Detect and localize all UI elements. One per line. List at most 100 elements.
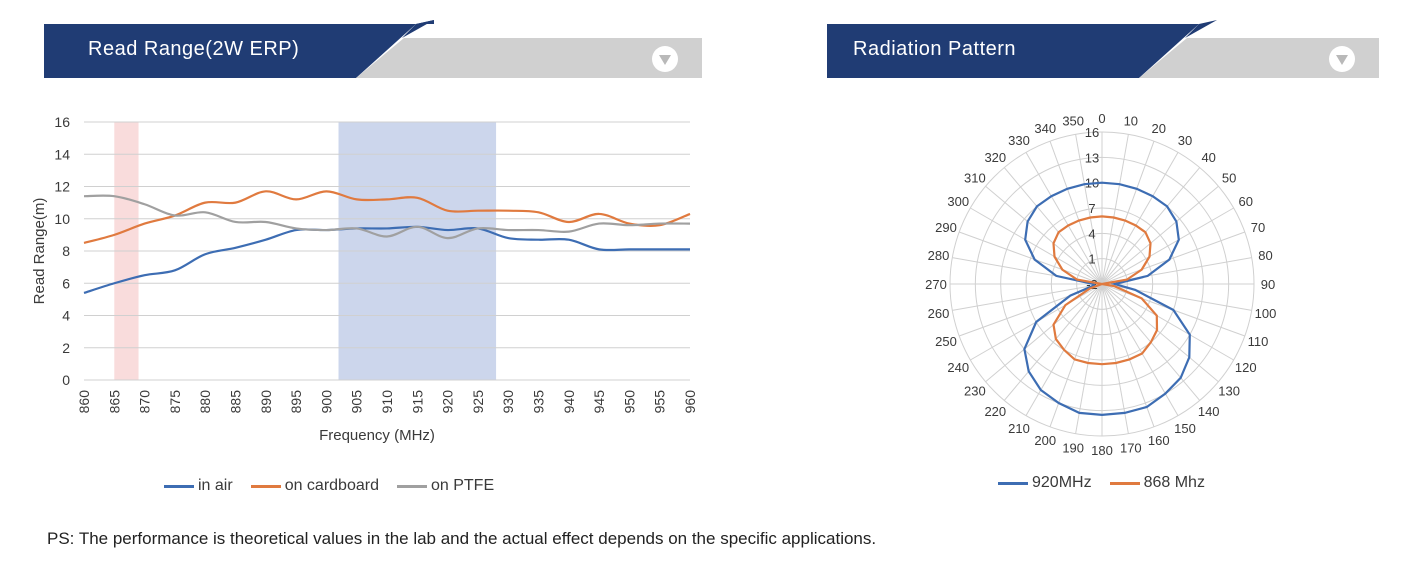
x-tick-label: 955 <box>652 390 668 414</box>
read-range-legend: in air on cardboard on PTFE <box>164 477 494 495</box>
x-tick-label: 930 <box>500 390 516 414</box>
legend-item: 868 Mhz <box>1109 474 1205 492</box>
legend-item: on cardboard <box>250 477 379 495</box>
angle-tick-label: 30 <box>1178 133 1192 148</box>
series-line-on-PTFE <box>83 194 691 240</box>
x-tick-label: 895 <box>288 390 304 414</box>
y-tick-label: 6 <box>62 275 70 291</box>
legend-label: 868 Mhz <box>1143 474 1205 491</box>
angle-tick-label: 260 <box>928 306 950 321</box>
spoke <box>1101 283 1219 383</box>
angle-tick-label: 170 <box>1120 440 1142 455</box>
x-tick-label: 950 <box>621 390 637 414</box>
x-tick-label: 885 <box>228 390 244 414</box>
angle-tick-label: 10 <box>1124 114 1138 129</box>
spoke <box>1049 140 1103 285</box>
radiation-title: Radiation Pattern <box>853 38 1017 60</box>
spoke <box>958 231 1103 285</box>
spoke <box>1101 152 1179 285</box>
radial-tick-label: 4 <box>1088 226 1095 241</box>
angle-tick-label: 270 <box>925 277 947 292</box>
angle-tick-label: 80 <box>1258 248 1272 263</box>
y-tick-label: 10 <box>54 211 70 227</box>
legend-item: in air <box>164 477 233 495</box>
spoke <box>1101 140 1155 285</box>
y-tick-label: 0 <box>62 372 70 388</box>
radiation-legend: 920MHz 868 Mhz <box>998 474 1205 492</box>
angle-tick-label: 90 <box>1261 277 1275 292</box>
y-tick-label: 4 <box>62 308 70 324</box>
y-tick-label: 8 <box>62 243 70 259</box>
spoke <box>985 185 1103 285</box>
angle-tick-label: 250 <box>935 334 957 349</box>
legend-swatch <box>396 484 427 488</box>
spoke <box>1101 167 1201 285</box>
angle-tick-label: 130 <box>1218 384 1240 399</box>
x-tick-label: 945 <box>591 390 607 414</box>
read-range-chart: 0 2 4 6 8 10 12 14 16 860 865 870 875 880 885 890 895 900… <box>31 114 698 444</box>
spoke <box>1003 283 1103 401</box>
chevron-down-icon[interactable] <box>652 46 678 72</box>
spoke <box>970 207 1103 285</box>
angle-tick-label: 150 <box>1174 421 1196 436</box>
angle-tick-label: 350 <box>1062 114 1084 129</box>
legend-item: 920MHz <box>998 474 1092 492</box>
x-tick-label: 915 <box>409 390 425 414</box>
angle-tick-label: 190 <box>1062 440 1084 455</box>
angle-tick-label: 210 <box>1008 421 1030 436</box>
x-tick-label: 865 <box>106 390 122 414</box>
spoke <box>1101 134 1129 285</box>
radial-tick-label: 13 <box>1085 150 1099 165</box>
x-tick-label: 935 <box>531 390 547 414</box>
read-range-title: Read Range(2W ERP) <box>88 38 300 60</box>
angle-tick-label: 60 <box>1239 194 1253 209</box>
angle-tick-label: 340 <box>1034 121 1056 136</box>
x-tick-label: 870 <box>137 390 153 414</box>
radiation-header-background <box>827 20 1379 78</box>
y-tick-label: 12 <box>54 179 70 195</box>
legend-label: in air <box>198 477 233 494</box>
x-tick-label: 880 <box>197 390 213 414</box>
spoke <box>1025 152 1103 285</box>
x-tick-label: 925 <box>470 390 486 414</box>
angle-tick-label: 290 <box>935 220 957 235</box>
angle-tick-label: 200 <box>1034 433 1056 448</box>
angle-tick-label: 310 <box>964 170 986 185</box>
angle-tick-label: 330 <box>1008 133 1030 148</box>
series-line-on-cardboard <box>83 190 691 245</box>
y-tick-label: 16 <box>54 114 70 130</box>
x-tick-label: 905 <box>349 390 365 414</box>
spoke <box>1075 134 1103 285</box>
read-range-header: Read Range(2W ERP) <box>44 20 702 78</box>
radiation-header: Radiation Pattern <box>827 20 1379 78</box>
spoke <box>952 283 1103 311</box>
spoke <box>1101 231 1246 285</box>
spoke <box>1003 167 1103 285</box>
series-line-in-air <box>83 225 690 294</box>
spoke <box>1101 207 1234 285</box>
spoke <box>1101 185 1219 285</box>
angle-tick-label: 20 <box>1152 121 1166 136</box>
angle-tick-label: 0 <box>1098 111 1105 126</box>
read-range-header-background <box>44 20 702 78</box>
polar-series-868-Mhz <box>1052 215 1159 366</box>
angle-tick-label: 160 <box>1148 433 1170 448</box>
angle-tick-label: 180 <box>1091 443 1113 458</box>
angle-tick-label: 220 <box>984 404 1006 419</box>
legend-item: on PTFE <box>396 477 494 495</box>
angle-tick-label: 320 <box>984 150 1006 165</box>
x-axis-label: Frequency (MHz) <box>319 427 435 444</box>
chevron-down-icon[interactable] <box>1329 46 1355 72</box>
angle-tick-label: 110 <box>1248 334 1269 349</box>
angle-tick-label: 100 <box>1255 306 1277 321</box>
angle-tick-label: 40 <box>1201 150 1215 165</box>
legend-label: on cardboard <box>284 477 379 494</box>
x-tick-label: 875 <box>167 390 183 414</box>
x-tick-label: 910 <box>379 390 395 414</box>
x-tick-label: 900 <box>318 390 334 414</box>
polar-series-920MHz <box>1023 181 1191 417</box>
spoke <box>1101 283 1129 434</box>
angle-tick-label: 120 <box>1235 360 1257 375</box>
y-tick-label: 2 <box>62 340 70 356</box>
spoke <box>1075 283 1103 434</box>
